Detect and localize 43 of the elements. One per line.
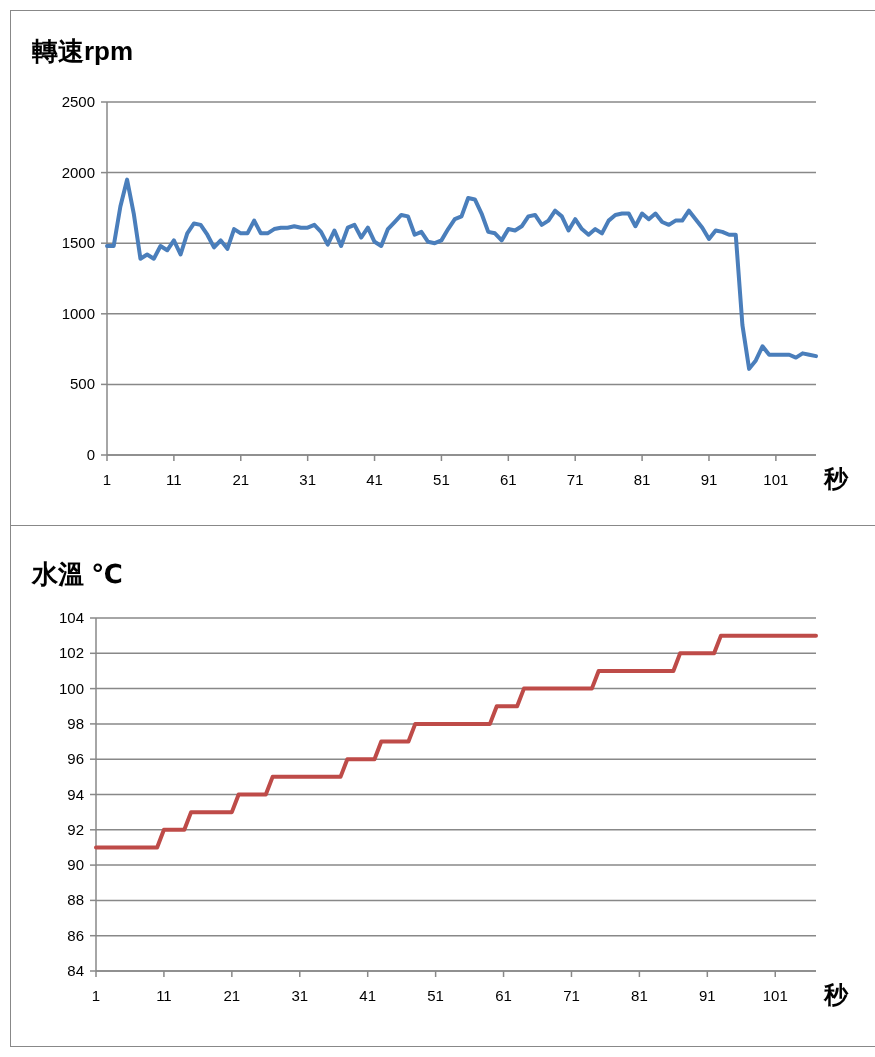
chart-title: 水溫 ℃ [31, 559, 123, 589]
x-tick-label: 1 [91, 987, 101, 1004]
x-tick-label: 101 [762, 987, 788, 1004]
x-tick-label: 81 [631, 987, 648, 1004]
x-tick-label: 61 [495, 987, 512, 1004]
x-tick-label: 41 [366, 471, 383, 488]
y-tick-label: 88 [67, 891, 84, 909]
x-tick-label: 51 [433, 471, 450, 488]
x-tick-label: 91 [698, 987, 716, 1004]
y-tick-label: 86 [67, 926, 84, 944]
y-tick-label: 90 [67, 856, 84, 874]
y-tick-label: 1500 [61, 234, 95, 252]
y-tick-label: 84 [67, 962, 84, 979]
x-axis-title: 秒 [823, 981, 849, 1008]
y-tick-label: 1000 [61, 304, 95, 322]
x-tick-label: 31 [291, 987, 309, 1004]
y-tick-label: 92 [67, 820, 84, 838]
x-tick-label: 21 [223, 987, 241, 1004]
y-tick-label: 2500 [61, 93, 95, 110]
y-tick-label: 96 [67, 750, 84, 768]
y-tick-label: 0 [86, 446, 95, 463]
x-tick-label: 81 [633, 471, 651, 488]
chart-title: 轉速rpm [31, 36, 134, 66]
x-tick-label: 41 [359, 987, 377, 1004]
x-tick-label: 61 [499, 471, 517, 488]
x-tick-label: 101 [763, 471, 789, 488]
x-tick-label: 91 [700, 471, 718, 488]
y-tick-label: 98 [67, 714, 84, 732]
y-tick-label: 94 [67, 785, 84, 803]
x-tick-label: 71 [563, 987, 580, 1004]
y-tick-label: 104 [58, 609, 84, 626]
x-tick-label: 21 [232, 471, 250, 488]
y-tick-label: 2000 [61, 163, 95, 181]
y-tick-label: 100 [58, 679, 84, 697]
x-tick-label: 11 [166, 471, 182, 488]
x-tick-label: 31 [299, 471, 316, 488]
x-tick-label: 51 [427, 987, 444, 1004]
y-tick-label: 102 [58, 644, 84, 662]
x-tick-label: 11 [156, 987, 172, 1004]
y-tick-label: 500 [69, 375, 95, 393]
x-tick-label: 1 [102, 471, 112, 488]
x-tick-label: 71 [566, 471, 584, 488]
x-axis-title: 秒 [823, 465, 849, 492]
